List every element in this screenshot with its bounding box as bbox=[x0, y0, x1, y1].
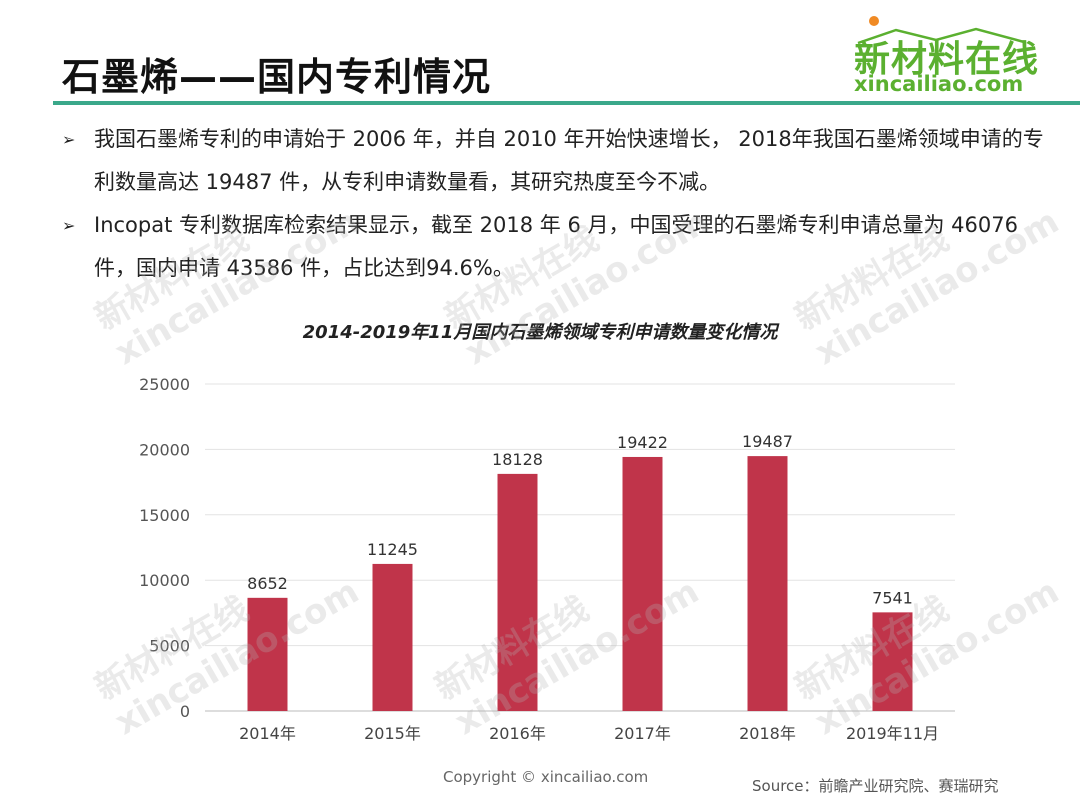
chart-title: 2014-2019年11月国内石墨烯领域专利申请数量变化情况 bbox=[302, 322, 778, 343]
bullet-item: ➢ 我国石墨烯专利的申请始于 2006 年，并自 2010 年开始快速增长， 2… bbox=[62, 118, 1062, 204]
x-tick-label: 2016年 bbox=[489, 724, 546, 743]
x-tick-label: 2019年11月 bbox=[846, 724, 939, 743]
bar bbox=[747, 456, 788, 711]
logo: 新材料在线 xincailiao.com bbox=[850, 14, 1040, 96]
bar bbox=[497, 473, 538, 711]
bar bbox=[622, 456, 663, 711]
y-tick-label: 15000 bbox=[139, 506, 190, 525]
bullet-item: ➢ Incopat 专利数据库检索结果显示，截至 2018 年 6 月，中国受理… bbox=[62, 204, 1062, 290]
logo-roof-icon bbox=[857, 27, 1025, 44]
x-tick-label: 2017年 bbox=[614, 724, 671, 743]
data-label: 18128 bbox=[492, 450, 543, 469]
y-tick-label: 10000 bbox=[139, 571, 190, 590]
bar bbox=[872, 612, 913, 711]
bar bbox=[247, 597, 288, 711]
bar bbox=[372, 563, 413, 711]
y-tick-label: 25000 bbox=[139, 375, 190, 394]
bullet-text: Incopat 专利数据库检索结果显示，截至 2018 年 6 月，中国受理的石… bbox=[94, 213, 1018, 280]
data-label: 11245 bbox=[367, 540, 418, 559]
title-divider bbox=[53, 101, 1080, 105]
y-tick-label: 5000 bbox=[149, 637, 190, 656]
x-tick-label: 2018年 bbox=[739, 724, 796, 743]
source-note: Source：前瞻产业研究院、赛瑞研究 bbox=[752, 777, 999, 795]
arrow-bullet-icon: ➢ bbox=[62, 130, 76, 149]
x-tick-label: 2014年 bbox=[239, 724, 296, 743]
data-label: 7541 bbox=[872, 588, 913, 607]
bullet-text: 我国石墨烯专利的申请始于 2006 年，并自 2010 年开始快速增长， 201… bbox=[94, 127, 1044, 194]
arrow-bullet-icon: ➢ bbox=[62, 216, 76, 235]
bullet-list: ➢ 我国石墨烯专利的申请始于 2006 年，并自 2010 年开始快速增长， 2… bbox=[62, 118, 1062, 290]
y-tick-label: 0 bbox=[180, 702, 190, 721]
logo-sun-icon bbox=[869, 16, 879, 26]
copyright: Copyright © xincailiao.com bbox=[443, 768, 649, 786]
logo-text-en: xincailiao.com bbox=[854, 72, 1024, 96]
y-tick-label: 20000 bbox=[139, 440, 190, 459]
page-title: 石墨烯——国内专利情况 bbox=[62, 55, 492, 99]
x-tick-label: 2015年 bbox=[364, 724, 421, 743]
data-label: 8652 bbox=[247, 574, 288, 593]
data-label: 19487 bbox=[742, 432, 793, 451]
logo-text-cn: 新材料在线 bbox=[854, 39, 1040, 80]
data-label: 19422 bbox=[617, 433, 668, 452]
